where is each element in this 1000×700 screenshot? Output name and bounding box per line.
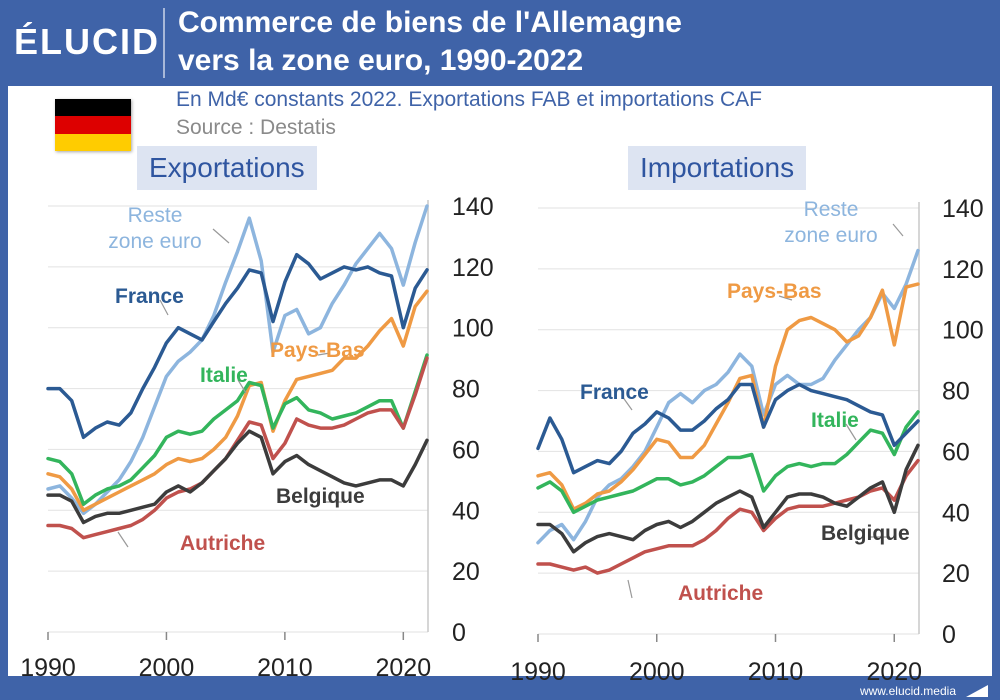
imports-series-italie <box>536 410 920 515</box>
exports-x-tick-label: 2000 <box>139 654 195 682</box>
imports-y-tick-label: 40 <box>942 499 970 527</box>
exports-y-tick-label: 40 <box>452 497 480 525</box>
exports-y-tick-label: 60 <box>452 436 480 464</box>
exports-leader-italie <box>237 379 247 394</box>
exports-leader-reste-zone-euro <box>212 228 230 244</box>
imports-label-italie: Italie <box>811 409 859 432</box>
exports-series-autriche <box>46 356 429 540</box>
imports-x-tick-label: 2000 <box>629 658 685 686</box>
chart-subtitle: En Md€ constants 2022. Exportations FAB … <box>176 88 762 111</box>
imports-leader-italie <box>845 423 857 441</box>
exports-y-tick-label: 120 <box>452 254 494 282</box>
imports-y-tick-label: 0 <box>942 621 956 649</box>
imports-leader-reste-zone-euro <box>892 223 904 237</box>
imports-leader-france <box>621 395 633 411</box>
exports-series-belgique <box>46 429 429 525</box>
exports-series-france <box>46 252 429 440</box>
exports-x-tick-label: 2010 <box>257 654 313 682</box>
exports-label-autriche: Autriche <box>180 532 265 555</box>
imports-x-tick-label: 2020 <box>866 658 922 686</box>
imports-label-reste-zone-euro: Reste zone euro <box>784 198 877 247</box>
exports-y-tick-label: 20 <box>452 558 480 586</box>
imports-series-pays-bas <box>536 282 920 511</box>
imports-label-autriche: Autriche <box>678 582 763 605</box>
imports-y-tick-label: 20 <box>942 560 970 588</box>
title-line-2: vers la zone euro, 1990-2022 <box>178 44 584 77</box>
imports-y-tick-label: 60 <box>942 438 970 466</box>
imports-series-belgique <box>536 443 920 554</box>
imports-series-france <box>536 382 920 475</box>
imports-x-tick-label: 1990 <box>510 658 566 686</box>
footer-logo-mark-icon <box>966 685 988 697</box>
imports-label-france: France <box>580 381 649 404</box>
imports-y-tick-label: 140 <box>942 195 984 223</box>
exports-y-tick-label: 100 <box>452 315 494 343</box>
page-title: Commerce de biens de l'Allemagne vers la… <box>178 4 978 80</box>
elucid-logo: ÉLUCID <box>14 21 160 62</box>
exports-y-tick-label: 0 <box>452 619 466 647</box>
imports-leader-autriche <box>627 579 633 599</box>
exports-label-reste-zone-euro: Reste zone euro <box>108 204 201 253</box>
exports-y-tick-label: 80 <box>452 376 480 404</box>
imports-series-autriche <box>536 458 920 575</box>
header-divider <box>163 8 165 78</box>
exports-label-belgique: Belgique <box>276 485 365 508</box>
footer-url: www.elucid.media <box>859 684 956 698</box>
header-bar: ÉLUCID Commerce de biens de l'Allemagne … <box>0 0 1000 86</box>
imports-y-tick-label: 100 <box>942 317 984 345</box>
imports-chart-title: Importations <box>628 146 807 190</box>
exports-series-reste-zone-euro <box>46 204 429 516</box>
imports-leader-pays-bas <box>778 295 793 301</box>
title-line-1: Commerce de biens de l'Allemagne <box>178 6 682 39</box>
chart-source: Source : Destatis <box>176 116 336 139</box>
imports-label-pays-bas: Pays-Bas <box>727 280 822 303</box>
exports-leader-autriche <box>117 531 129 548</box>
exports-y-tick-label: 140 <box>452 193 494 221</box>
exports-leader-pays-bas <box>317 352 331 356</box>
exports-label-france: France <box>115 285 184 308</box>
exports-label-pays-bas: Pays-Bas <box>270 339 365 362</box>
exports-chart-title: Exportations <box>137 146 317 190</box>
exports-label-italie: Italie <box>200 364 248 387</box>
exports-series-pays-bas <box>46 289 429 513</box>
germany-flag-icon <box>55 99 131 151</box>
exports-series-italie <box>46 353 429 506</box>
imports-x-tick-label: 2010 <box>748 658 804 686</box>
exports-leader-france <box>159 299 169 316</box>
imports-y-tick-label: 80 <box>942 378 970 406</box>
imports-label-belgique: Belgique <box>821 522 910 545</box>
imports-y-tick-label: 120 <box>942 256 984 284</box>
exports-x-tick-label: 2020 <box>376 654 432 682</box>
exports-x-tick-label: 1990 <box>20 654 76 682</box>
